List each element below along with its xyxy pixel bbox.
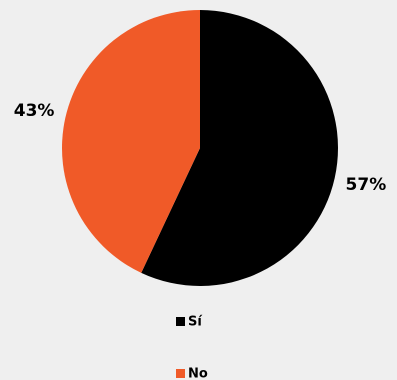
pie-slice: [62, 10, 200, 273]
legend-swatch: [176, 369, 185, 378]
legend-label: Sí: [188, 315, 203, 330]
legend-swatch: [176, 317, 185, 326]
value-label: 43%: [14, 101, 55, 121]
value-label: 57%: [346, 175, 387, 195]
legend-label: No: [188, 367, 208, 380]
pie-slice: [141, 10, 339, 286]
